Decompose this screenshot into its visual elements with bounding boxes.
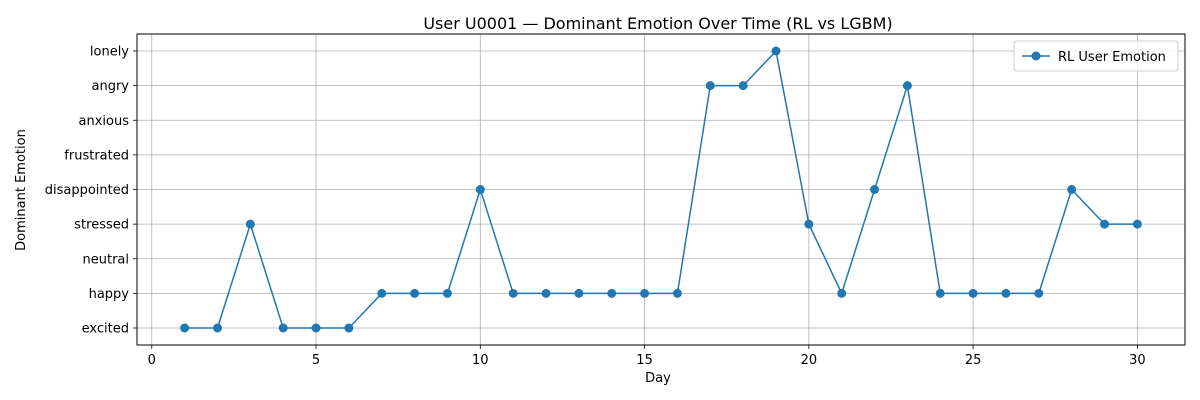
x-tick-label: 5 <box>312 353 320 368</box>
data-point-day-21 <box>837 288 847 298</box>
data-point-day-7 <box>377 288 387 298</box>
legend-box <box>1013 40 1179 72</box>
data-point-day-11 <box>508 288 518 298</box>
data-point-day-17 <box>705 81 715 91</box>
y-tick-label-disappointed: disappointed <box>45 183 129 198</box>
x-tick-label: 30 <box>1129 353 1146 368</box>
y-axis-ticks: excited happy neutral stressed disappointed f… <box>45 45 137 337</box>
x-tick-label: 25 <box>965 353 982 368</box>
y-tick-label-excited: excited <box>82 322 129 337</box>
y-tick-label-angry: angry <box>92 79 130 94</box>
data-point-day-2 <box>212 323 222 333</box>
data-point-day-8 <box>410 288 420 298</box>
x-axis-ticks: 0 5 10 15 20 25 30 <box>148 345 1146 368</box>
y-tick-label-frustrated: frustrated <box>64 148 129 163</box>
data-point-day-18 <box>738 81 748 91</box>
series-line <box>184 50 1138 329</box>
data-point-day-12 <box>541 288 551 298</box>
y-axis-label: Dominant Emotion <box>14 129 29 251</box>
data-point-day-19 <box>771 46 781 56</box>
data-point-day-26 <box>1001 288 1011 298</box>
x-tick-label: 10 <box>472 353 489 368</box>
data-point-day-6 <box>344 323 354 333</box>
grid-lines <box>137 34 1185 345</box>
x-axis-label: Day <box>645 371 671 386</box>
x-tick-label: 0 <box>148 353 156 368</box>
legend: RL User Emotion <box>1013 40 1179 72</box>
data-point-day-4 <box>278 323 288 333</box>
data-point-day-3 <box>245 219 255 229</box>
data-point-day-1 <box>180 323 190 333</box>
data-point-day-20 <box>804 219 814 229</box>
data-point-day-13 <box>574 288 584 298</box>
data-point-day-25 <box>968 288 978 298</box>
data-point-day-30 <box>1132 219 1142 229</box>
legend-entry-rl-user-emotion: RL User Emotion <box>1058 50 1166 65</box>
data-point-day-23 <box>902 81 912 91</box>
data-point-day-22 <box>870 185 880 194</box>
y-tick-label-neutral: neutral <box>83 252 130 267</box>
legend-marker <box>1031 51 1041 61</box>
y-tick-label-happy: happy <box>89 287 130 302</box>
data-point-day-16 <box>672 288 682 298</box>
data-point-day-28 <box>1067 185 1077 194</box>
data-point-day-10 <box>475 185 485 194</box>
x-tick-label: 20 <box>801 353 818 368</box>
y-tick-label-lonely: lonely <box>90 45 129 60</box>
data-point-day-9 <box>442 288 452 298</box>
data-point-day-27 <box>1034 288 1044 298</box>
data-point-day-14 <box>607 288 617 298</box>
y-tick-label-anxious: anxious <box>79 114 130 129</box>
data-point-day-5 <box>311 323 321 333</box>
y-tick-label-stressed: stressed <box>74 218 129 233</box>
x-tick-label: 15 <box>636 353 653 368</box>
data-point-day-24 <box>935 288 945 298</box>
data-point-day-15 <box>640 288 650 298</box>
series-layer <box>180 46 1142 333</box>
chart-title: User U0001 — Dominant Emotion Over Time … <box>423 14 892 33</box>
data-point-day-29 <box>1100 219 1110 229</box>
